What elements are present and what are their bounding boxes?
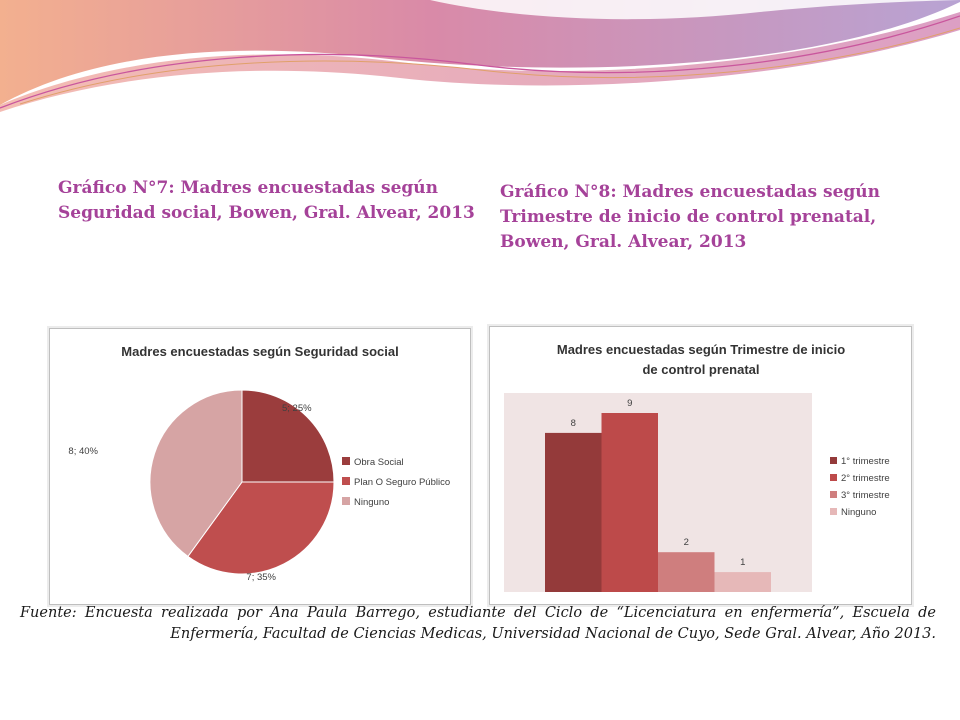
- bar: [601, 413, 658, 592]
- pie-chart-panel: Madres encuestadas según Seguridad socia…: [49, 328, 471, 605]
- bar-chart-title-line2: de control prenatal: [642, 362, 759, 377]
- pie-slice: [149, 389, 243, 558]
- pie-chart-title: Madres encuestadas según Seguridad socia…: [121, 344, 398, 359]
- legend-label: 3° trimestre: [841, 490, 890, 501]
- pie-data-label: 5; 25%: [282, 403, 312, 414]
- bar-data-label: 8: [571, 418, 576, 429]
- pie-chart: Madres encuestadas según Seguridad socia…: [68, 344, 450, 583]
- legend-swatch: [830, 491, 837, 498]
- legend-swatch: [342, 457, 350, 465]
- legend-label: Ninguno: [354, 497, 389, 508]
- bar-data-label: 1: [740, 557, 745, 568]
- legend-swatch: [830, 474, 837, 481]
- legend-label: 2° trimestre: [841, 473, 890, 484]
- legend-label: 1° trimestre: [841, 456, 890, 467]
- pie-slice: [241, 389, 335, 483]
- legend-label: Plan O Seguro Público: [354, 477, 450, 488]
- source-note: Fuente: Encuesta realizada por Ana Paula…: [20, 605, 936, 642]
- bar: [545, 432, 602, 592]
- bar: [658, 552, 715, 592]
- pie-slice: [187, 481, 335, 575]
- legend-swatch: [342, 497, 350, 505]
- chart7-caption: Gráfico N°7: Madres encuestadas según Se…: [58, 178, 475, 223]
- legend-swatch: [830, 508, 837, 515]
- legend-label: Obra Social: [354, 457, 404, 468]
- pie-data-label: 7; 35%: [246, 572, 276, 583]
- header-swoosh: [0, 0, 960, 112]
- bar-chart-title-line1: Madres encuestadas según Trimestre de in…: [557, 342, 845, 357]
- pie-data-label: 8; 40%: [68, 446, 98, 457]
- legend-swatch: [830, 457, 837, 464]
- legend-swatch: [342, 477, 350, 485]
- chart8-caption: Gráfico N°8: Madres encuestadas según Tr…: [500, 182, 881, 252]
- bar: [714, 572, 771, 592]
- bar-chart-panel: Madres encuestadas según Trimestre de in…: [489, 326, 912, 605]
- bar-data-label: 2: [684, 537, 689, 548]
- legend-label: Ninguno: [841, 507, 876, 518]
- bar-chart: Madres encuestadas según Trimestre de in…: [504, 342, 890, 592]
- bar-data-label: 9: [627, 398, 632, 409]
